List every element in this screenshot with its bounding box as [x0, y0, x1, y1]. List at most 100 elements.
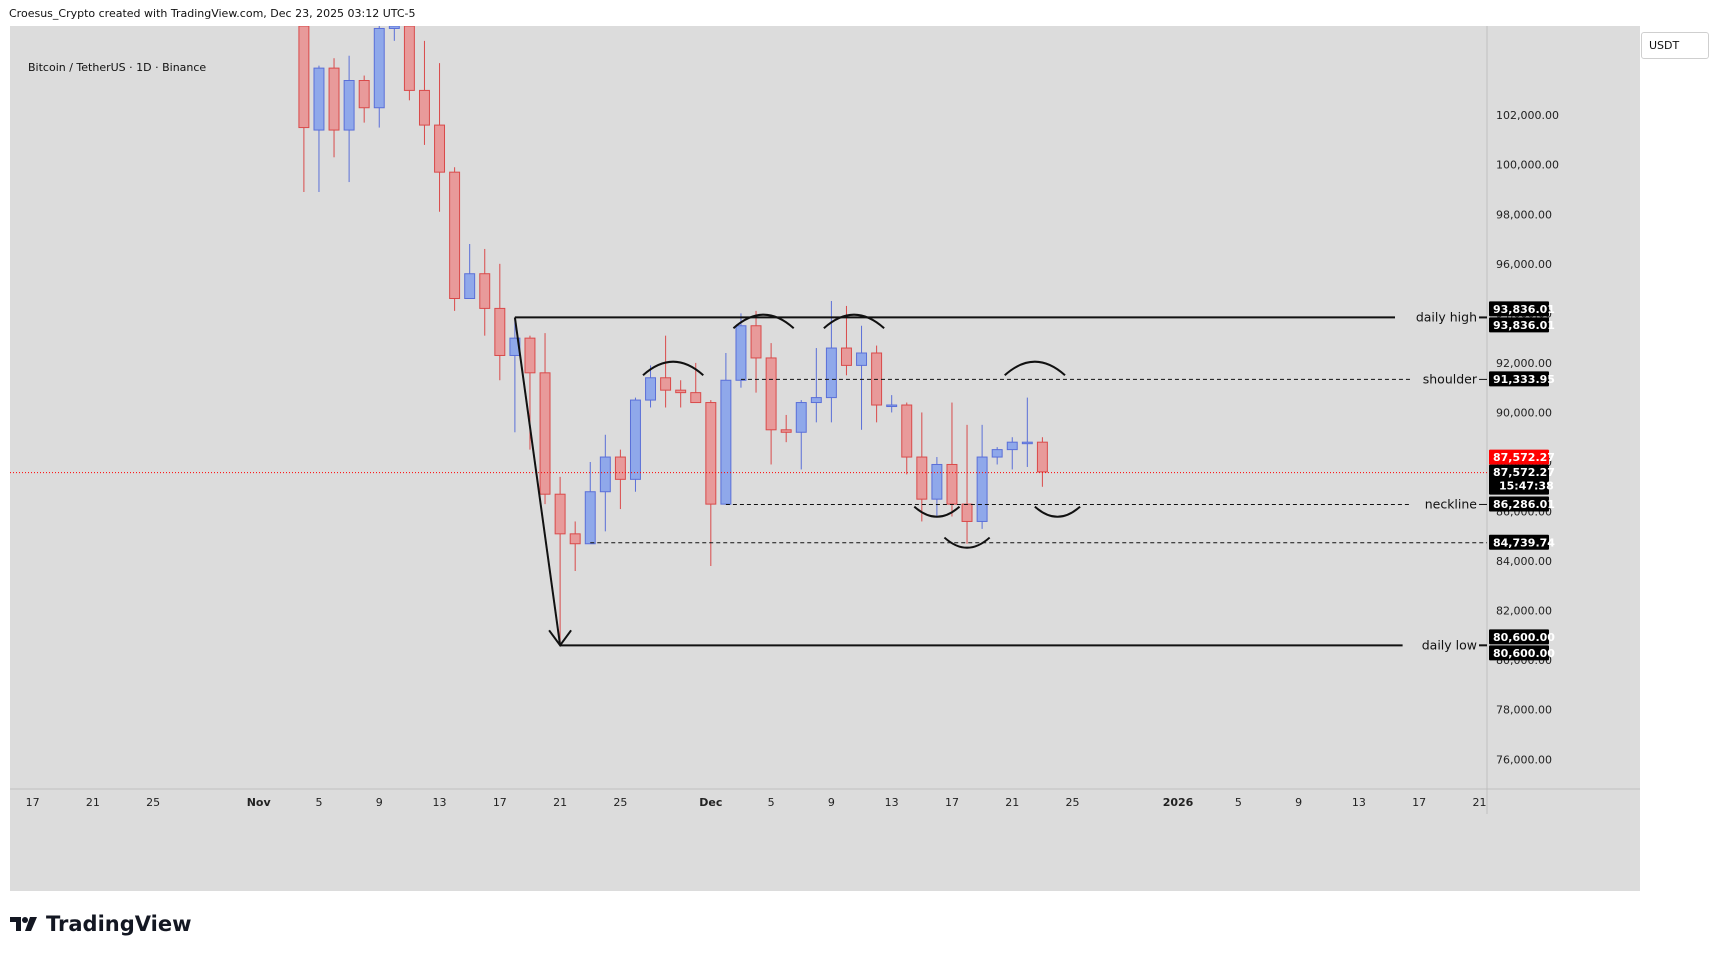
- candle-body: [660, 377, 672, 391]
- candle-body: [675, 389, 687, 394]
- candle: [765, 343, 777, 465]
- candle: [660, 335, 672, 408]
- candle-body: [795, 402, 807, 433]
- y-tick-label: 102,000.00: [1496, 109, 1559, 122]
- level-daily-high-label: daily high: [1416, 309, 1477, 324]
- x-tick-label: Nov: [247, 796, 272, 809]
- candle: [434, 63, 446, 212]
- level-daily-high-tag-text: 93,836.01: [1493, 303, 1555, 316]
- level-support-tag: [1489, 534, 1549, 550]
- level-daily-low-tag-text: 80,600.00: [1493, 647, 1555, 660]
- candle: [780, 414, 792, 443]
- candle-body: [418, 89, 430, 126]
- candle: [494, 263, 506, 381]
- x-tick-label: 13: [1352, 796, 1366, 809]
- candle-body: [946, 463, 958, 505]
- candle-body: [931, 463, 943, 500]
- candle-body: [569, 533, 581, 545]
- candle-body: [750, 325, 762, 359]
- x-tick-label: 25: [146, 796, 160, 809]
- candle-body: [313, 67, 325, 131]
- left-shoulder-arc: [642, 360, 704, 377]
- last-price-countdown-tag: [1489, 464, 1549, 495]
- level-daily-low-tag-text: 80,600.00: [1493, 631, 1555, 644]
- candle: [675, 380, 687, 408]
- candle-body: [901, 404, 913, 458]
- candle: [298, 26, 310, 192]
- candle-body: [434, 124, 446, 173]
- candle-body: [810, 397, 822, 404]
- candle: [645, 365, 657, 408]
- last-price-tag: [1489, 449, 1549, 465]
- candle: [871, 345, 883, 423]
- candle: [418, 40, 430, 145]
- candle: [328, 58, 340, 158]
- x-tick-label: 13: [433, 796, 447, 809]
- candle: [464, 244, 476, 300]
- candle-body: [388, 26, 400, 29]
- x-tick-label: 25: [613, 796, 627, 809]
- candle-body: [690, 392, 702, 404]
- candle-body: [539, 372, 551, 495]
- x-tick-label: 9: [376, 796, 383, 809]
- tradingview-brand-text: TradingView: [46, 912, 192, 936]
- x-tick-label: 21: [1005, 796, 1019, 809]
- x-tick-label: 9: [828, 796, 835, 809]
- level-neckline-label: neckline: [1425, 496, 1478, 511]
- price-chart[interactable]: daily high shoulder neckline daily low 76,0…: [10, 26, 1640, 891]
- candle: [856, 325, 868, 430]
- x-tick-label: 17: [26, 796, 40, 809]
- candle: [1021, 397, 1033, 467]
- candle-body: [1021, 441, 1033, 445]
- x-tick-label: 25: [1066, 796, 1080, 809]
- y-tick-label: 78,000.00: [1496, 704, 1552, 717]
- last-price-tag-text: 87,572.27: [1493, 451, 1555, 464]
- chart-panel[interactable]: daily high shoulder neckline daily low 76,0…: [10, 26, 1640, 891]
- candle: [886, 395, 898, 413]
- y-tick-label: 76,000.00: [1496, 753, 1552, 766]
- candle: [614, 449, 626, 510]
- level-support-tag-text: 84,739.74: [1493, 536, 1555, 549]
- candle: [916, 412, 928, 522]
- candle: [946, 402, 958, 517]
- candle: [373, 26, 385, 128]
- y-tick-label: 84,000.00: [1496, 555, 1552, 568]
- projected-shoulder-arc: [1004, 360, 1066, 377]
- candle: [991, 447, 1003, 465]
- candle-body: [991, 449, 1003, 458]
- candle: [1036, 437, 1048, 487]
- countdown-text: 15:47:38: [1499, 480, 1554, 493]
- candle-body: [464, 273, 476, 300]
- candle: [313, 65, 325, 192]
- last-price-value-text: 87,572.27: [1493, 466, 1555, 479]
- level-daily-low-tag: [1489, 629, 1549, 645]
- candle-body: [825, 347, 837, 399]
- tradingview-logo[interactable]: TradingView: [10, 912, 191, 936]
- candle: [479, 248, 491, 336]
- level-daily-high-tag: [1489, 317, 1549, 333]
- candle-body: [599, 456, 611, 493]
- candle: [449, 167, 461, 311]
- symbol-title: Bitcoin / TetherUS · 1D · Binance: [28, 61, 207, 74]
- y-tick-label: 98,000.00: [1496, 208, 1552, 221]
- x-tick-label: 5: [1235, 796, 1242, 809]
- candle-body: [916, 456, 928, 500]
- candle: [810, 348, 822, 423]
- candle-body: [840, 347, 852, 366]
- candle: [569, 521, 581, 571]
- candle: [388, 26, 400, 41]
- candle-body: [298, 26, 310, 129]
- candle: [403, 26, 415, 101]
- candle-body: [961, 503, 973, 522]
- candle-body: [343, 80, 355, 131]
- candle: [1006, 437, 1018, 470]
- candle-body: [629, 399, 641, 480]
- candle: [629, 397, 641, 492]
- level-daily-low-label: daily low: [1422, 637, 1477, 652]
- currency-button[interactable]: USDT: [1641, 32, 1709, 59]
- level-daily-low-tag: [1489, 645, 1549, 661]
- candle: [931, 457, 943, 517]
- candle: [795, 400, 807, 470]
- candle-body: [1006, 441, 1018, 451]
- y-tick-label: 90,000.00: [1496, 406, 1552, 419]
